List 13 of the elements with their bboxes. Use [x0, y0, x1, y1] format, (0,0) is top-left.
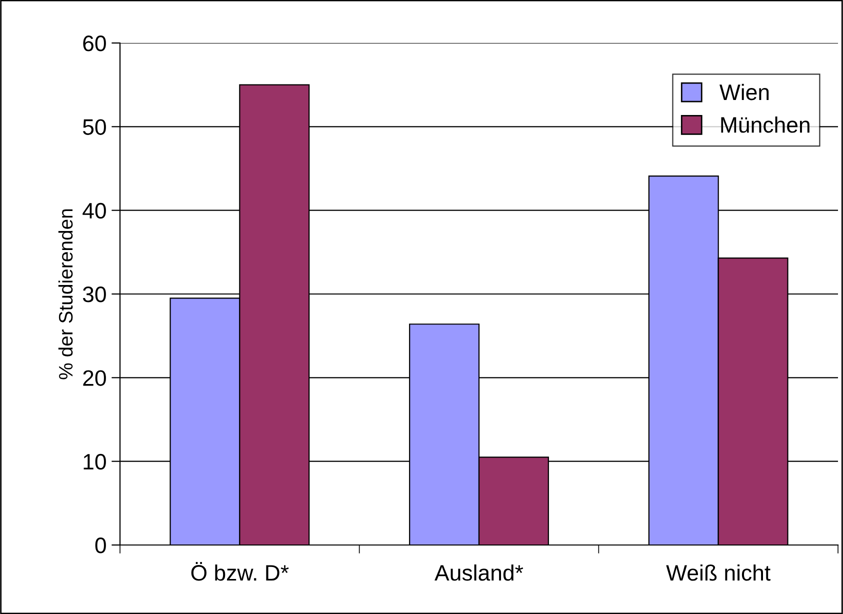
- legend-label: Wien: [720, 84, 769, 100]
- y-tick-label: 10: [84, 454, 106, 470]
- y-axis-title: % der Studierenden: [58, 209, 73, 380]
- y-tick-label: 40: [82, 202, 106, 219]
- y-tick-label: 60: [83, 36, 106, 52]
- x-tick-label: Ausland*: [434, 564, 524, 581]
- y-tick-label: 20: [83, 370, 106, 386]
- x-tick-label: Ö bzw. D*: [191, 562, 289, 581]
- y-tick-label: 0: [95, 538, 106, 554]
- legend-label: München: [721, 116, 810, 133]
- y-tick-label: 50: [82, 119, 106, 135]
- y-tick-label: 30: [82, 286, 106, 302]
- x-tick-label: Weiß nicht: [666, 564, 770, 581]
